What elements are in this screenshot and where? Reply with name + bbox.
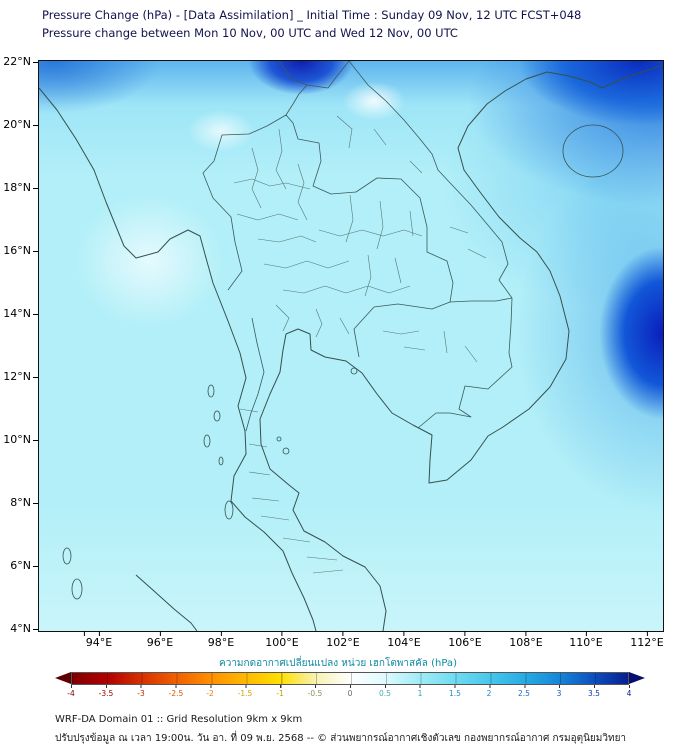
colorbar-tick-label: -4 [67, 689, 75, 698]
pressure-change-shading [39, 61, 663, 631]
island [213, 410, 221, 422]
footer-credit: ปรับปรุงข้อมูล ณ เวลา 19:00น. วัน อา. ที… [55, 733, 627, 744]
island [282, 447, 290, 455]
colorbar-tick-label: 2 [486, 689, 492, 698]
colorbar-right-arrow [629, 672, 645, 684]
colorbar-tick-label: -3.5 [98, 689, 114, 698]
page-title: Pressure Change (hPa) - [Data Assimilati… [42, 8, 582, 22]
lon-label: 108°E [509, 636, 543, 649]
lon-label: 96°E [146, 636, 174, 649]
colorbar-tick-label: 2.5 [518, 689, 530, 698]
colorbar-tick-label: 3 [556, 689, 562, 698]
islands [62, 124, 624, 600]
lon-label: 98°E [207, 636, 235, 649]
colorbar-tick-label: -1 [276, 689, 284, 698]
colorbar-tick-label: -0.5 [307, 689, 323, 698]
lat-label: 8°N [10, 496, 31, 509]
coastline-path [39, 64, 663, 631]
lon-label: 112°E [630, 636, 664, 649]
phuket-island [224, 500, 234, 520]
lat-label: 18°N [3, 181, 31, 194]
lon-label: 102°E [326, 636, 360, 649]
lat-label: 12°N [3, 370, 31, 383]
lat-tick-marks [33, 60, 38, 631]
colorbar-tick-label: 3.5 [588, 689, 600, 698]
colorbar-tick-label: -1.5 [237, 689, 253, 698]
map-area [38, 60, 664, 632]
lon-label: 94°E [85, 636, 113, 649]
colorbar-tick-label: 0.5 [379, 689, 391, 698]
hainan-island [562, 124, 624, 178]
lat-label: 20°N [3, 118, 31, 131]
island [276, 436, 282, 442]
country-border-path [202, 61, 513, 432]
colorbar-gradient [71, 672, 629, 685]
colorbar-tick-marks [71, 685, 630, 688]
coastline-and-borders [39, 61, 663, 631]
colorbar-tick-label: 1.5 [449, 689, 461, 698]
colorbar-tick-label: -2.5 [168, 689, 184, 698]
lon-label: 106°E [448, 636, 482, 649]
island [218, 456, 224, 466]
lat-label: 10°N [3, 433, 31, 446]
page-subtitle: Pressure change between Mon 10 Nov, 00 U… [42, 26, 458, 40]
lat-label: 6°N [10, 559, 31, 572]
island [350, 367, 358, 375]
lat-label: 14°N [3, 307, 31, 320]
lon-tick-marks [38, 631, 662, 636]
colorbar-tick-label: -2 [206, 689, 214, 698]
island [62, 547, 72, 565]
footer-domain-info: WRF-DA Domain 01 :: Grid Resolution 9km … [55, 714, 303, 725]
lon-label: 104°E [387, 636, 421, 649]
colorbar-tick-label: 1 [417, 689, 423, 698]
colorbar-tick-label: 4 [626, 689, 632, 698]
province-border-path [233, 115, 487, 574]
island [203, 434, 211, 448]
colorbar-title: ความกดอากาศเปลี่ยนแปลง หน่วย เฮกโตพาสคัล… [219, 658, 457, 669]
colorbar-tick-label: 0 [347, 689, 353, 698]
lat-label: 4°N [10, 622, 31, 635]
lat-label: 16°N [3, 244, 31, 257]
island [71, 578, 83, 600]
lon-label: 100°E [265, 636, 299, 649]
colorbar-left-arrow [55, 672, 71, 684]
colorbar: -4 -3.5 -3 -2.5 -2 -1.5 -1 -0.5 0 0.5 1 … [55, 672, 645, 698]
lat-label: 22°N [3, 55, 31, 68]
colorbar-tick-label: -3 [137, 689, 145, 698]
island [207, 384, 215, 398]
lon-label: 110°E [569, 636, 603, 649]
